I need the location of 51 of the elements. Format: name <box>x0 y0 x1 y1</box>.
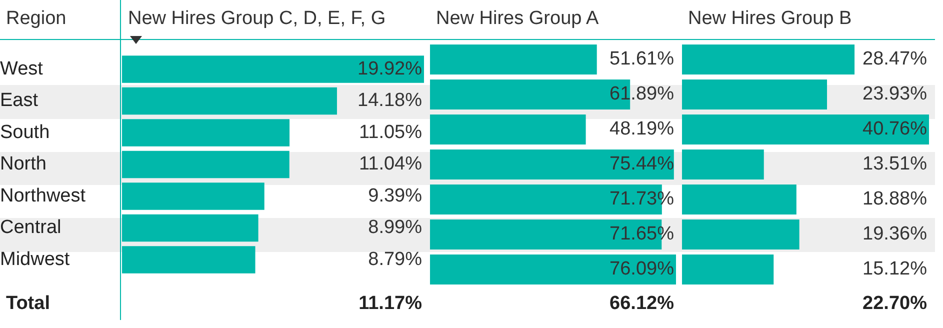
bar <box>682 219 800 250</box>
bar <box>122 214 258 242</box>
bar <box>682 149 764 180</box>
chart-title: New Hires Group A <box>436 8 599 30</box>
data-label: 9.39% <box>368 185 422 206</box>
data-label: 11.05% <box>358 122 422 143</box>
y-tick-label: West <box>0 58 44 80</box>
data-label: 51.61% <box>610 48 674 70</box>
y-tick-label: Central <box>0 217 62 238</box>
data-label: 23.93% <box>862 84 928 105</box>
y-tick-label: East <box>0 90 39 112</box>
bar <box>682 254 774 285</box>
bar <box>122 182 264 210</box>
text: Total <box>6 293 50 315</box>
data-label: 75.44% <box>610 154 674 175</box>
bar <box>682 114 929 145</box>
bar <box>430 44 597 75</box>
data-label: 76.09% <box>610 258 674 280</box>
bar <box>122 119 290 146</box>
data-label: 8.99% <box>368 217 422 238</box>
data-label: 18.88% <box>862 188 928 210</box>
data-label: 15.12% <box>862 258 928 280</box>
bar <box>430 114 586 145</box>
bar <box>682 44 855 75</box>
data-label: 11.04% <box>358 154 422 175</box>
text: 22.70% <box>862 293 927 315</box>
bar <box>122 87 337 115</box>
y-tick-label: North <box>0 154 46 175</box>
data-label: 40.76% <box>862 118 928 140</box>
data-label: 19.92% <box>358 58 422 80</box>
y-tick-label: Midwest <box>0 248 70 270</box>
bar <box>682 79 828 110</box>
data-label: 8.79% <box>368 248 422 270</box>
bar <box>122 246 256 274</box>
data-label: 28.47% <box>862 48 928 70</box>
bar <box>430 149 674 180</box>
text: 11.17% <box>358 293 422 315</box>
chart-title: New Hires Group C, D, E, F, G <box>128 8 386 30</box>
chart-title: New Hires Group B <box>688 8 852 30</box>
bar <box>430 254 676 285</box>
y-tick-label: Northwest <box>0 185 86 206</box>
y-axis-title: Region <box>6 8 66 30</box>
bar <box>682 184 796 215</box>
data-label: 48.19% <box>610 118 674 140</box>
text: 66.12% <box>610 293 674 315</box>
data-label: 14.18% <box>358 90 422 112</box>
data-label: 13.51% <box>862 154 928 175</box>
y-tick-label: South <box>0 122 50 143</box>
bar <box>122 56 424 83</box>
data-label: 19.36% <box>862 224 928 245</box>
bar <box>122 150 290 178</box>
